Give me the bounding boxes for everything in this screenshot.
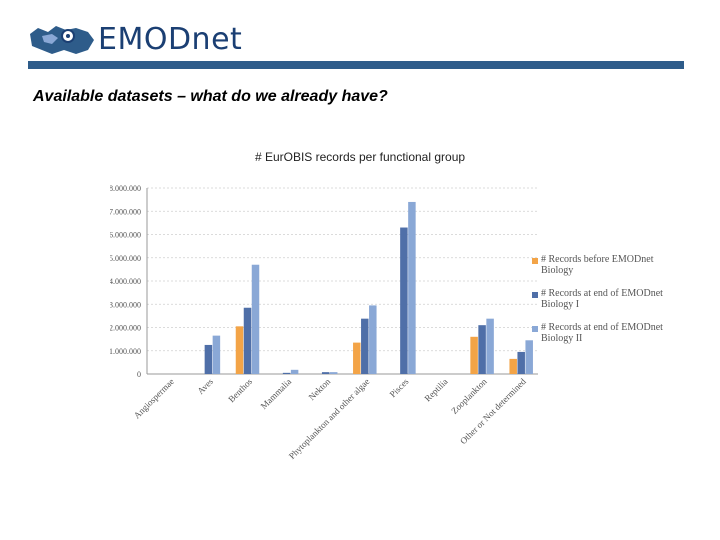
y-tick-label: 3.000.000 (110, 300, 141, 309)
bar (329, 372, 338, 374)
legend-label: # Records before EMODnet Biology (541, 254, 654, 276)
chart-title: # EurOBIS records per functional group (254, 150, 466, 164)
x-tick-label: Mammalia (259, 376, 294, 411)
y-tick-label: 5.000.000 (110, 254, 141, 263)
bar (235, 326, 244, 374)
bar (486, 318, 494, 374)
y-tick-label: 1.000.000 (110, 347, 141, 356)
x-tick-label: Pisces (388, 376, 411, 399)
legend-label: # Records at end of EMODnet Biology I (541, 288, 663, 310)
bar (282, 372, 291, 374)
y-tick-label: 0 (137, 370, 141, 379)
legend-swatch (532, 258, 538, 264)
slide-title: Available datasets – what do we already … (33, 88, 388, 105)
bar (353, 342, 361, 374)
y-tick-label: 6.000.000 (110, 231, 141, 240)
x-tick-label: Nekton (307, 376, 333, 402)
bar (251, 264, 260, 374)
bar (509, 358, 517, 374)
bar (243, 307, 252, 374)
legend-label: # Records at end of EMODnet Biology II (541, 322, 663, 344)
y-tick-label: 2.000.000 (110, 324, 141, 333)
bar (290, 369, 299, 374)
bar (408, 201, 416, 374)
x-tick-label: Other or Not determined (458, 376, 528, 446)
legend-item: # Records at end of EMODnet Biology II (532, 322, 682, 356)
legend-item: # Records before EMODnet Biology (532, 254, 682, 288)
x-tick-label: Benthos (226, 376, 254, 404)
chart-legend: # Records before EMODnet Biology # Record… (532, 254, 682, 356)
bar (369, 305, 377, 374)
emodnet-logo (30, 26, 94, 54)
map-highlight-icon (42, 34, 58, 44)
y-tick-label: 7.000.000 (110, 207, 141, 216)
bar (212, 335, 221, 374)
legend-swatch (532, 292, 538, 298)
x-tick-label: Phytoplankton and other algae (287, 376, 372, 461)
x-tick-label: Zooplankton (449, 376, 489, 416)
bar-chart: 0 1.000.000 2.000.000 3.000.000 4.000.000 5.0… (110, 184, 538, 461)
bar (470, 336, 478, 374)
bar (517, 351, 525, 374)
bar (204, 344, 213, 374)
logo-text: EMODnet (98, 22, 243, 57)
bar (478, 325, 486, 374)
legend-item: # Records at end of EMODnet Biology I (532, 288, 682, 322)
bar (525, 340, 533, 374)
x-tick-label: Angiospermae (132, 376, 176, 420)
y-tick-label: 8.000.000 (110, 184, 141, 193)
y-tick-label: 4.000.000 (110, 277, 141, 286)
bar (321, 372, 330, 374)
europe-map-icon (30, 26, 94, 54)
bar (361, 318, 369, 374)
legend-swatch (532, 326, 538, 332)
x-tick-label: Aves (195, 376, 215, 396)
header-bar (28, 61, 684, 69)
bar (400, 227, 408, 374)
x-tick-label: Reptilia (422, 376, 449, 403)
